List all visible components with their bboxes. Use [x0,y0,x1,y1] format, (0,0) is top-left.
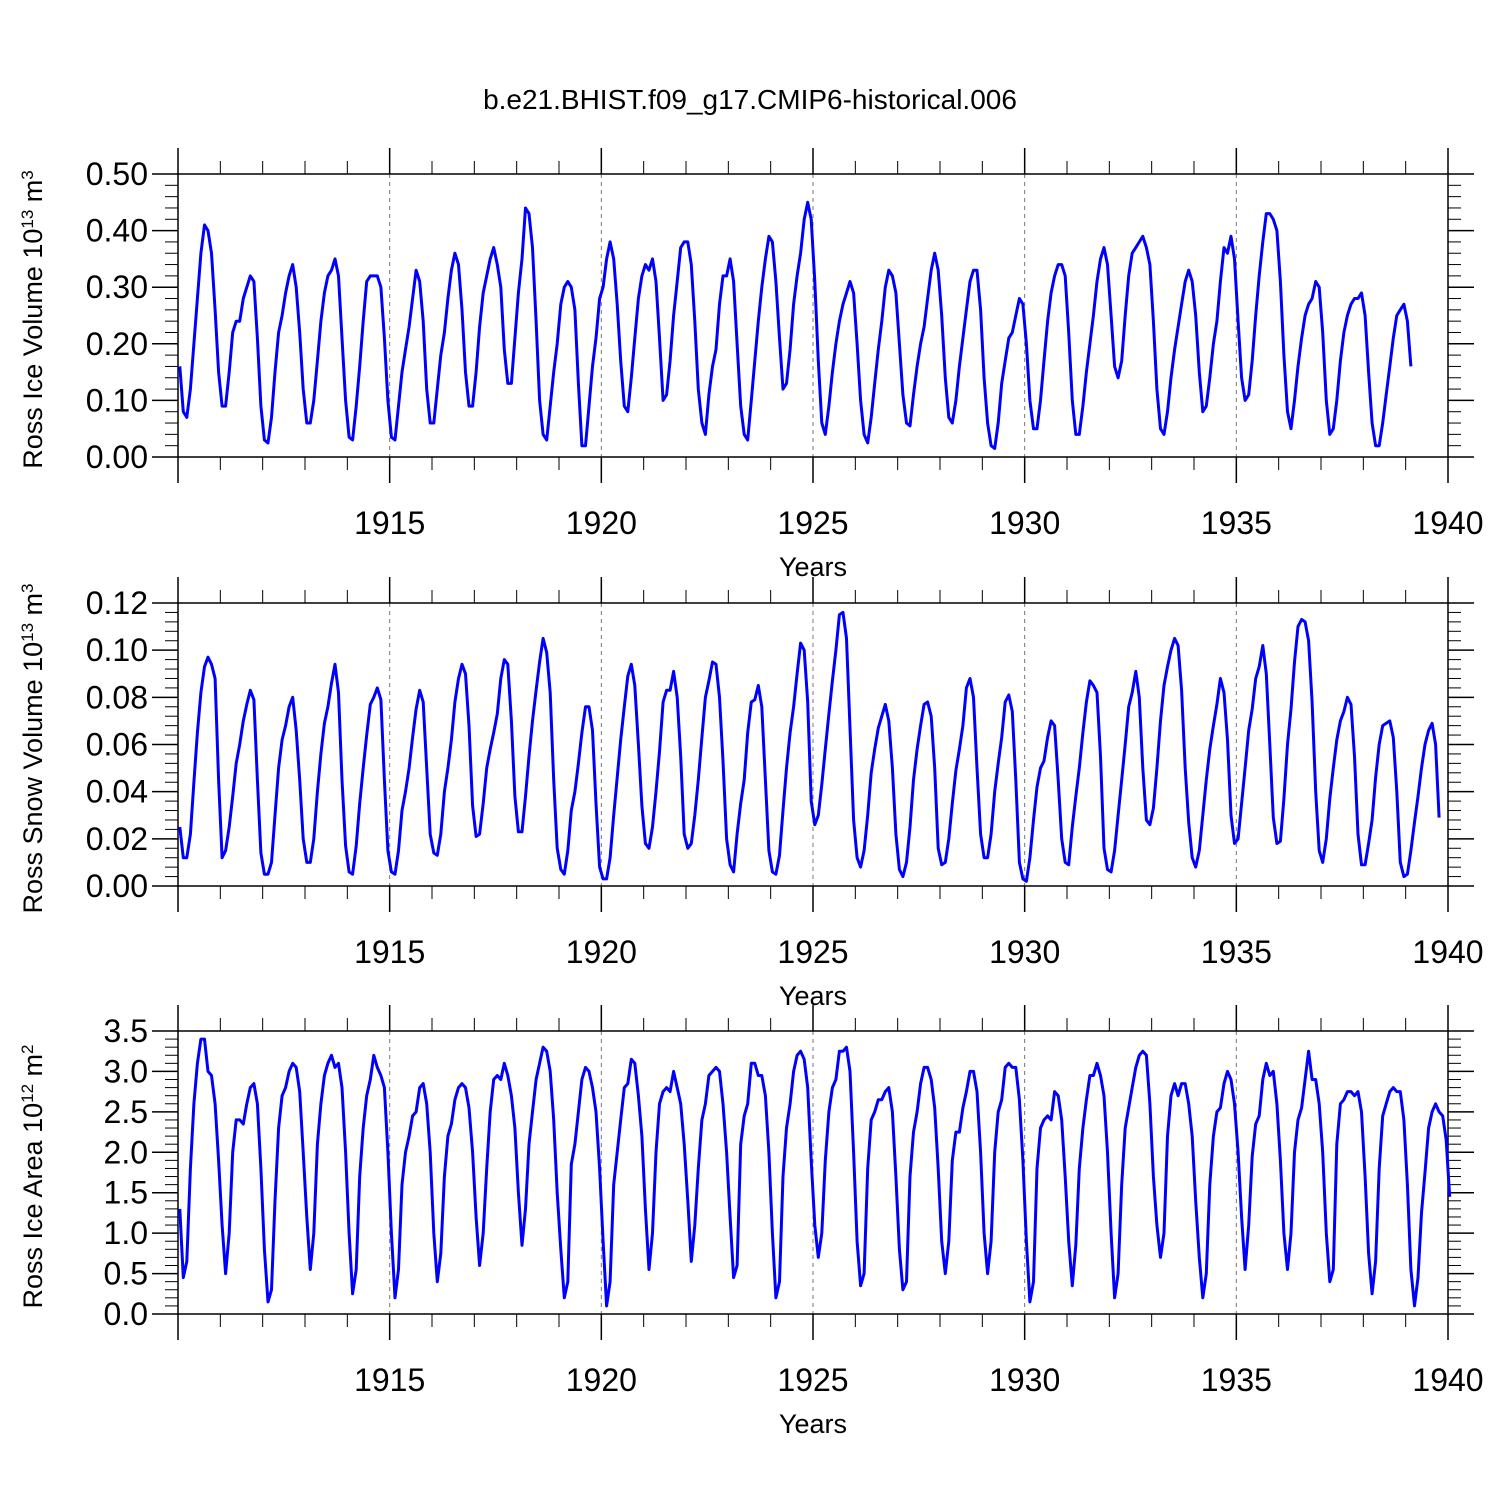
plot-frame [177,173,1449,458]
x-tick-label: 1925 [777,1362,848,1398]
y-tick-label: 0.00 [86,439,148,475]
y-tick-label: 0.04 [86,774,148,810]
x-tick-label: 1915 [354,934,425,970]
x-tick-label: 1925 [777,934,848,970]
series-line [178,1037,1452,1308]
y-tick-label: 0.30 [86,269,148,305]
x-tick-label: 1940 [1412,1362,1483,1398]
panel-ross-ice-area: 0.0 0.5 1.0 1.5 2.0 2.5 3.0 3.5 1915 1920 1925 1930… [18,1005,1484,1439]
x-axis-title: Years [779,1409,847,1439]
y-tick-label: 0.02 [86,821,148,857]
x-tick-label: 1935 [1201,1362,1272,1398]
x-tick-label: 1915 [354,1362,425,1398]
y-tick-label: 0.20 [86,326,148,362]
series-line [178,610,1441,883]
y-tick-label: 0.00 [86,868,148,904]
y-tick-label: 0.50 [86,156,148,192]
x-tick-label: 1915 [354,505,425,541]
y-tick-label: 2.5 [104,1094,148,1130]
y-tick-label: 1.5 [104,1175,148,1211]
x-tick-label: 1920 [566,505,637,541]
panel-ross-snow-volume: 0.00 0.02 0.04 0.06 0.08 0.10 0.12 1915 1920 1925… [18,577,1484,1011]
x-tick-label: 1935 [1201,934,1272,970]
y-tick-label: 3.5 [104,1013,148,1049]
x-tick-label: 1930 [989,934,1060,970]
y-tick-label: 0.5 [104,1256,148,1292]
y-tick-label: 0.0 [104,1296,148,1332]
x-tick-label: 1930 [989,505,1060,541]
y-tick-label: 0.06 [86,727,148,763]
y-axis-title: Ross Ice Volume 1013 m3 [18,170,49,469]
y-tick-label: 0.40 [86,213,148,249]
y-tick-label: 2.0 [104,1134,148,1170]
x-tick-label: 1940 [1412,934,1483,970]
x-tick-label: 1930 [989,1362,1060,1398]
series-line [178,200,1413,450]
panel-ross-ice-volume: 0.00 0.10 0.20 0.30 0.40 0.50 1915 1920 1925 1930… [18,148,1484,582]
x-tick-label: 1920 [566,1362,637,1398]
y-tick-label: 3.0 [104,1053,148,1089]
page-title: b.e21.BHIST.f09_g17.CMIP6-historical.006 [483,84,1017,115]
x-tick-label: 1935 [1201,505,1272,541]
x-tick-label: 1940 [1412,505,1483,541]
y-tick-label: 0.12 [86,585,148,621]
x-tick-label: 1925 [777,505,848,541]
y-axis-title: Ross Snow Volume 1013 m3 [18,583,49,913]
y-tick-label: 1.0 [104,1215,148,1251]
y-tick-label: 0.08 [86,679,148,715]
x-tick-label: 1920 [566,934,637,970]
y-axis-title: Ross Ice Area 1012 m2 [18,1044,49,1308]
plot-frame [177,602,1449,887]
y-tick-label: 0.10 [86,382,148,418]
y-tick-label: 0.10 [86,632,148,668]
